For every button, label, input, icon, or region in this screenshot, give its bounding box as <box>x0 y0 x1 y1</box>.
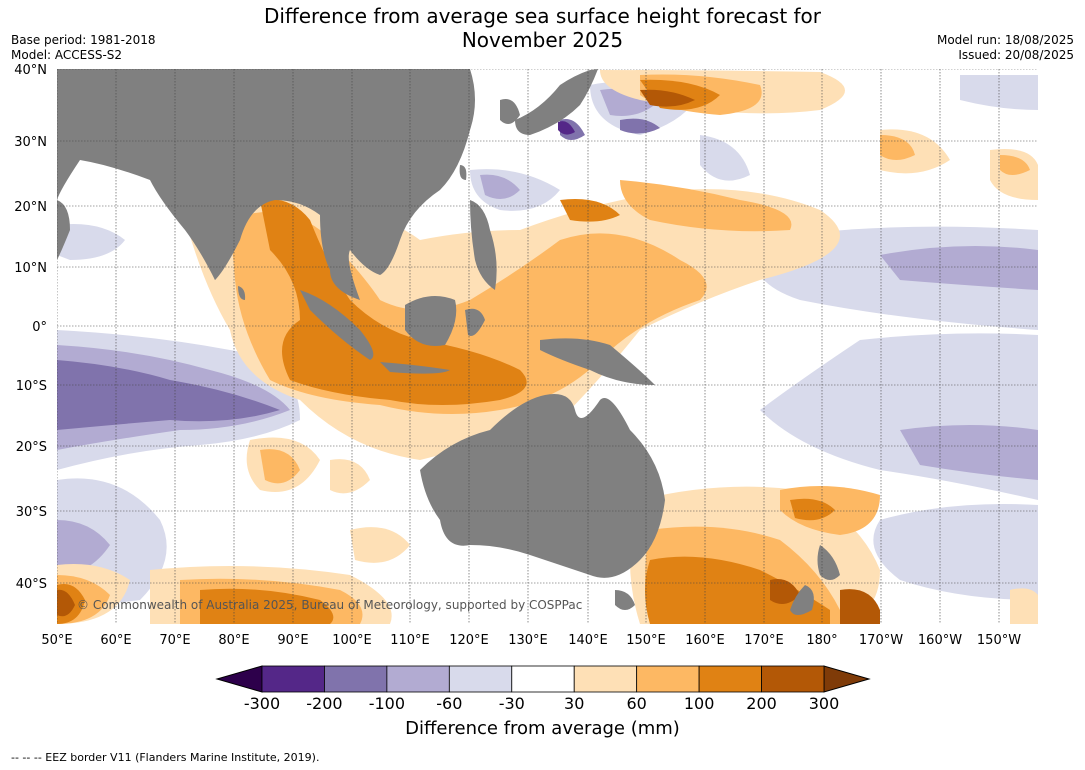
copyright-text: © Commonwealth of Australia 2025, Bureau… <box>77 598 582 612</box>
colorbar-swatch <box>386 665 450 693</box>
lon-label: 150°W <box>977 633 1021 648</box>
land-masses <box>57 69 840 615</box>
colorbar-tick-label: -30 <box>499 694 525 713</box>
asia-landmass <box>57 69 475 300</box>
longitude-labels: 50°E 60°E 70°E 80°E 90°E 100°E 110°E 120°E 130°E… <box>41 633 1021 648</box>
anomaly-dark-purple <box>57 118 660 430</box>
colorbar-over-arrow <box>823 665 871 693</box>
colorbar-swatch <box>324 665 388 693</box>
india-peninsula <box>185 190 242 280</box>
borneo <box>405 296 457 346</box>
model-run: Model run: 18/08/2025 <box>936 33 1074 47</box>
footnote: -- -- -- EEZ border V11 (Flanders Marine… <box>11 751 320 764</box>
sri-lanka <box>238 286 246 300</box>
base-period: Base period: 1981-2018 <box>11 33 156 47</box>
gridlines <box>57 69 1038 624</box>
colorbar-title: Difference from average (mm) <box>405 718 680 739</box>
colorbar-tick-label: -100 <box>369 694 405 713</box>
lon-label: 50°E <box>41 633 72 648</box>
lon-label: 160°W <box>918 633 962 648</box>
issued-date: Issued: 20/08/2025 <box>958 48 1074 62</box>
lon-label: 160°E <box>685 633 725 648</box>
lat-label: 0° <box>32 320 47 335</box>
anomaly-deepest-purple <box>558 121 575 135</box>
anomaly-darkest-orange <box>57 89 880 624</box>
tasmania <box>615 590 635 610</box>
meta-left: Base period: 1981-2018 Model: ACCESS-S2 <box>11 33 156 63</box>
map-area <box>57 69 1038 624</box>
colorbar-swatch <box>761 665 825 693</box>
new-guinea <box>540 338 655 385</box>
colorbar-tick-label: -300 <box>244 694 280 713</box>
lat-label: 20°N <box>14 200 47 215</box>
korea <box>500 99 520 124</box>
meta-right: Model run: 18/08/2025 Issued: 20/08/2025 <box>937 33 1074 63</box>
japan <box>515 69 598 135</box>
lon-label: 180° <box>806 633 837 648</box>
colorbar-tick-label: -200 <box>306 694 342 713</box>
colorbar-swatch <box>573 665 638 693</box>
lon-label: 120°E <box>449 633 489 648</box>
java <box>380 362 450 374</box>
colorbar-swatch <box>448 665 513 693</box>
colorbar-tick-label: 300 <box>809 694 840 713</box>
lon-label: 80°E <box>218 633 249 648</box>
taiwan <box>459 165 467 180</box>
colorbar-tick-label: -60 <box>436 694 462 713</box>
lat-label: 30°S <box>16 505 47 520</box>
arabia-africa-edge <box>57 200 70 260</box>
colorbar-swatch <box>698 665 762 693</box>
colorbar-tick-label: 100 <box>684 694 715 713</box>
lon-label: 150°E <box>626 633 666 648</box>
title-line-1: Difference from average sea surface heig… <box>263 4 822 28</box>
colorbar-tick-label: 60 <box>626 694 646 713</box>
lon-label: 130°E <box>508 633 548 648</box>
lon-label: 60°E <box>100 633 131 648</box>
lat-label: 10°N <box>14 261 47 276</box>
model-name: Model: ACCESS-S2 <box>11 48 123 62</box>
lon-label: 110°E <box>390 633 430 648</box>
sumatra <box>300 290 374 360</box>
lat-label: 40°S <box>16 577 47 592</box>
lat-label: 20°S <box>16 440 47 455</box>
lat-label: 10°S <box>16 379 47 394</box>
lon-label: 170°E <box>744 633 784 648</box>
australia <box>420 394 665 578</box>
colorbar-swatch <box>261 665 325 693</box>
colorbar-tick-label: 30 <box>564 694 584 713</box>
lon-label: 170°W <box>859 633 903 648</box>
title-line-2: November 2025 <box>461 28 624 52</box>
lon-label: 70°E <box>159 633 190 648</box>
sulawesi <box>465 308 485 336</box>
new-zealand <box>790 545 840 615</box>
lon-label: 140°E <box>568 633 608 648</box>
lon-label: 90°E <box>277 633 308 648</box>
latitude-labels: 40°N 30°N 20°N 10°N 0° 10°S 20°S 30°S 40°S <box>14 63 47 592</box>
philippines <box>470 200 497 290</box>
colorbar-under-arrow <box>215 665 263 693</box>
colorbar: -300 -200 -100 -60 -30 30 60 100 200 300 <box>215 665 871 713</box>
colorbar-swatch <box>636 665 700 693</box>
lon-label: 100°E <box>332 633 372 648</box>
lat-label: 30°N <box>14 135 47 150</box>
lat-label: 40°N <box>14 63 47 78</box>
colorbar-swatch <box>511 665 575 693</box>
colorbar-tick-label: 200 <box>746 694 777 713</box>
page-title: Difference from average sea surface heig… <box>0 4 1085 52</box>
